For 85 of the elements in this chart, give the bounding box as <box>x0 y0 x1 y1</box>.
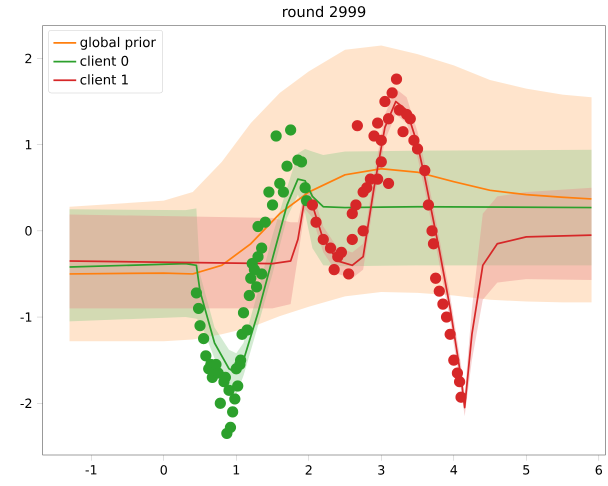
point <box>343 268 354 280</box>
y-tick-label: 2 <box>25 54 32 64</box>
point <box>227 406 238 418</box>
point <box>224 422 236 433</box>
point <box>266 199 278 211</box>
point <box>244 290 255 302</box>
point <box>223 384 235 396</box>
point <box>214 398 226 409</box>
point <box>270 130 282 142</box>
point <box>198 333 210 344</box>
point <box>386 87 398 99</box>
legend-label: client 1 <box>80 74 128 85</box>
point <box>404 113 416 124</box>
point <box>245 272 256 284</box>
point <box>260 216 271 228</box>
point <box>382 178 394 190</box>
point <box>250 281 262 292</box>
point <box>252 251 264 262</box>
point <box>437 298 449 310</box>
point <box>397 126 409 138</box>
point <box>190 287 202 299</box>
point <box>256 268 268 280</box>
legend-label: client 0 <box>80 56 128 66</box>
point <box>192 302 204 314</box>
x-tick-label: 3 <box>378 465 384 475</box>
point <box>376 134 387 146</box>
point <box>336 246 348 258</box>
point <box>350 199 362 211</box>
y-tick-label: -2 <box>20 398 32 408</box>
point <box>281 160 293 172</box>
chart-title: round 2999 <box>283 6 366 18</box>
point <box>455 392 467 403</box>
point <box>310 216 322 228</box>
point <box>412 143 424 155</box>
point <box>318 234 329 246</box>
point <box>285 124 296 136</box>
x-tick-label: 5 <box>523 465 530 475</box>
point <box>346 208 358 220</box>
point <box>352 120 363 132</box>
point <box>408 134 420 146</box>
point <box>430 272 442 284</box>
point <box>372 117 384 129</box>
point <box>346 234 358 246</box>
point <box>306 199 318 211</box>
point <box>440 311 452 323</box>
point <box>256 242 268 254</box>
point <box>278 186 289 198</box>
point <box>379 96 391 108</box>
point <box>358 225 369 236</box>
x-tick-label: 6 <box>596 465 602 475</box>
point <box>376 156 387 168</box>
point <box>296 156 308 168</box>
point <box>194 320 206 332</box>
point <box>448 354 460 366</box>
x-tick-label: -1 <box>86 465 96 474</box>
point <box>300 182 311 194</box>
point <box>444 328 456 340</box>
point <box>390 74 402 85</box>
point <box>434 286 445 297</box>
point <box>419 164 430 176</box>
point <box>426 225 438 236</box>
point <box>454 376 466 388</box>
line-series <box>68 178 592 374</box>
point <box>328 264 340 276</box>
legend-label: global prior <box>80 36 156 50</box>
x-tick-label: 1 <box>234 465 240 474</box>
line-series <box>68 168 592 275</box>
x-tick-label: 2 <box>306 465 312 475</box>
point <box>422 199 434 211</box>
point <box>428 238 440 250</box>
point <box>263 186 274 198</box>
point <box>382 113 394 124</box>
point <box>274 178 286 190</box>
y-tick-label: 1 <box>26 140 32 150</box>
x-tick-label: 0 <box>160 465 167 475</box>
y-tick-label: -1 <box>20 312 32 322</box>
point <box>324 242 336 254</box>
point <box>232 380 244 392</box>
point <box>200 350 212 362</box>
y-tick-label: 0 <box>25 226 32 236</box>
point <box>229 393 240 405</box>
point <box>361 182 372 194</box>
point <box>238 307 250 318</box>
point <box>242 324 253 336</box>
x-tick-label: 4 <box>450 465 458 474</box>
